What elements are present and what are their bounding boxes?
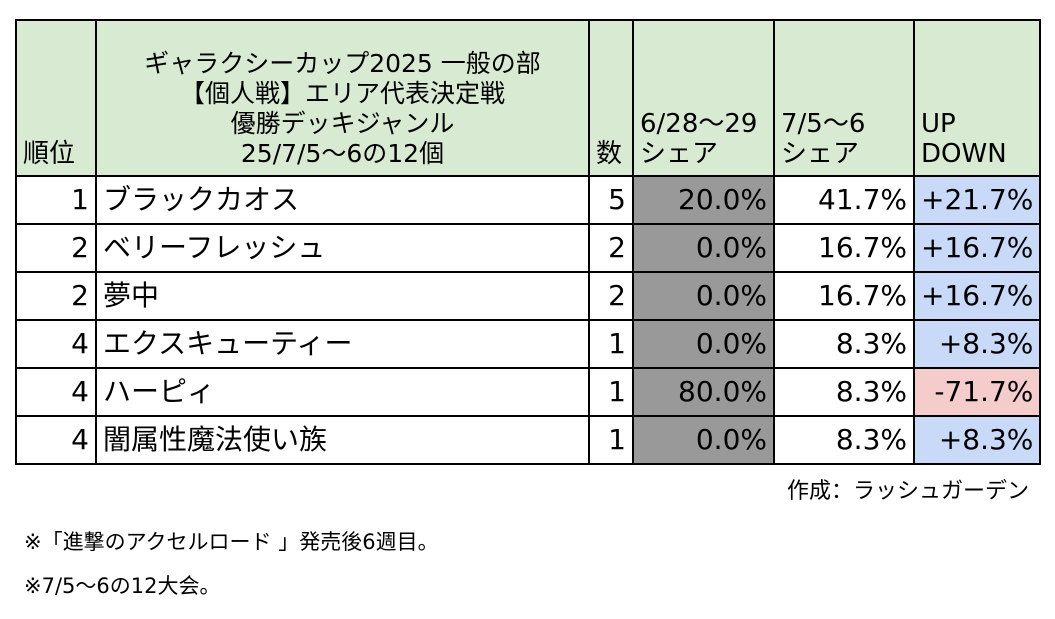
title-line-1: ギャラクシーカップ2025 一般の部	[144, 49, 541, 78]
deck-ranking-table: 順位 ギャラクシーカップ2025 一般の部 【個人戦】エリア代表決定戦 優勝デッ…	[15, 19, 1042, 465]
count-cell: 1	[588, 367, 634, 417]
header-row: 順位 ギャラクシーカップ2025 一般の部 【個人戦】エリア代表決定戦 優勝デッ…	[15, 19, 1042, 177]
current-share-cell: 16.7%	[773, 271, 915, 321]
current-share-cell: 41.7%	[773, 175, 915, 225]
current-share-cell: 8.3%	[773, 319, 915, 369]
title-header: ギャラクシーカップ2025 一般の部 【個人戦】エリア代表決定戦 優勝デッキジャ…	[95, 19, 590, 177]
prev-share-cell: 0.0%	[632, 319, 775, 369]
deck-name-cell: ベリーフレッシュ	[95, 223, 590, 273]
prev-share-cell: 0.0%	[632, 223, 775, 273]
deck-name-cell: エクスキューティー	[95, 319, 590, 369]
title-line-3: 優勝デッキジャンル	[230, 109, 455, 138]
deck-name-cell: 闇属性魔法使い族	[95, 415, 590, 465]
count-cell: 2	[588, 223, 634, 273]
table-row: 1 ブラックカオス 5 20.0% 41.7% +21.7%	[15, 175, 1042, 225]
table-row: 2 夢中 2 0.0% 16.7% +16.7%	[15, 271, 1042, 321]
diff-cell: +16.7%	[912, 223, 1042, 273]
count-cell: 5	[588, 175, 634, 225]
rank-header: 順位	[15, 19, 97, 177]
current-share-cell: 16.7%	[773, 223, 915, 273]
prev-share-header: 6/28〜29 シェア	[632, 19, 775, 177]
rank-cell: 2	[15, 223, 97, 273]
diff-header: UP DOWN	[912, 19, 1042, 177]
rank-cell: 4	[15, 367, 97, 417]
diff-cell: -71.7%	[912, 367, 1042, 417]
rank-cell: 4	[15, 319, 97, 369]
current-share-cell: 8.3%	[773, 367, 915, 417]
diff-cell: +8.3%	[912, 319, 1042, 369]
diff-cell: +21.7%	[912, 175, 1042, 225]
count-cell: 1	[588, 415, 634, 465]
diff-cell: +8.3%	[912, 415, 1042, 465]
credit-text: 作成：ラッシュガーデン	[786, 479, 1029, 504]
prev-share-cell: 0.0%	[632, 415, 775, 465]
release-note: ※「進撃のアクセルロード 」発売後6週目。	[24, 530, 439, 554]
rank-cell: 4	[15, 415, 97, 465]
count-cell: 1	[588, 319, 634, 369]
diff-cell: +16.7%	[912, 271, 1042, 321]
table-row: 4 エクスキューティー 1 0.0% 8.3% +8.3%	[15, 319, 1042, 369]
deck-name-cell: 夢中	[95, 271, 590, 321]
prev-share-cell: 0.0%	[632, 271, 775, 321]
table-row: 2 ベリーフレッシュ 2 0.0% 16.7% +16.7%	[15, 223, 1042, 273]
table-row: 4 闇属性魔法使い族 1 0.0% 8.3% +8.3%	[15, 415, 1042, 465]
table-row: 4 ハーピィ 1 80.0% 8.3% -71.7%	[15, 367, 1042, 417]
current-share-header: 7/5〜6 シェア	[773, 19, 915, 177]
current-share-cell: 8.3%	[773, 415, 915, 465]
deck-name-cell: ハーピィ	[95, 367, 590, 417]
deck-name-cell: ブラックカオス	[95, 175, 590, 225]
rank-cell: 1	[15, 175, 97, 225]
prev-share-cell: 20.0%	[632, 175, 775, 225]
title-line-4: 25/7/5〜6の12個	[240, 139, 445, 168]
prev-share-cell: 80.0%	[632, 367, 775, 417]
title-line-2: 【個人戦】エリア代表決定戦	[179, 79, 505, 108]
count-cell: 2	[588, 271, 634, 321]
count-header: 数	[588, 19, 634, 177]
rank-cell: 2	[15, 271, 97, 321]
event-count-note: ※7/5〜6の12大会。	[24, 574, 221, 598]
